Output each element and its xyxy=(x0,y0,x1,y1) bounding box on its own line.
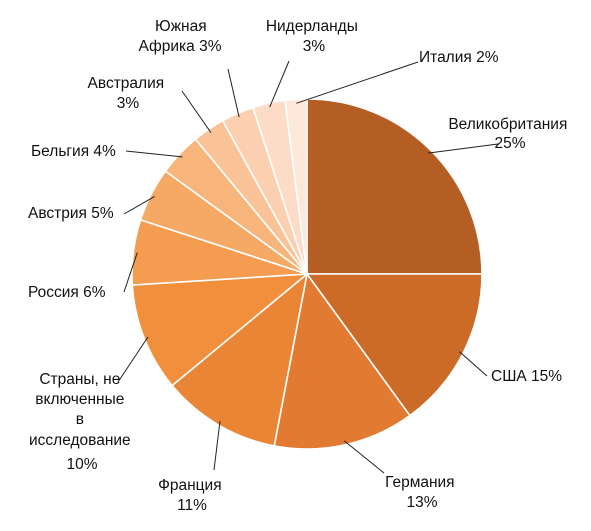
label-russia: Россия 6% xyxy=(28,284,106,301)
pie-slice-3 xyxy=(171,271,309,447)
pie-slice-2 xyxy=(273,272,411,450)
label-france: Франция 11% xyxy=(158,477,226,514)
label-uk: Великобритания 25% xyxy=(448,116,571,152)
leader-line-3 xyxy=(213,421,221,471)
pie-slice-4 xyxy=(131,273,310,387)
label-belgium: Бельгия 4% xyxy=(31,143,116,160)
leader-line-8 xyxy=(181,90,212,133)
leader-line-6 xyxy=(123,195,155,215)
leader-line-7 xyxy=(125,150,183,158)
pie-slice-1 xyxy=(305,273,483,417)
leader-line-1 xyxy=(459,351,488,377)
label-netherlands: Нидерланды 3% xyxy=(266,18,362,55)
leader-lines xyxy=(117,60,499,474)
label-other-countries: Страны, не включенные в исследование 10% xyxy=(29,371,135,473)
slice-labels: Великобритания 25% США 15% Германия 13% … xyxy=(28,18,571,514)
leader-line-0 xyxy=(427,143,499,154)
label-germany: Германия 13% xyxy=(385,474,459,511)
label-australia: Австралия 3% xyxy=(88,75,169,112)
label-austria: Австрия 5% xyxy=(28,205,114,222)
leader-line-9 xyxy=(227,68,240,118)
label-italy: Италия 2% xyxy=(419,49,499,66)
pie-slices xyxy=(131,98,483,450)
leader-line-5 xyxy=(123,252,138,293)
leader-line-4 xyxy=(117,336,149,383)
label-south-africa: Южная Африка 3% xyxy=(139,18,222,55)
label-usa: США 15% xyxy=(491,368,562,385)
pie-slice-0 xyxy=(306,98,483,275)
leader-line-2 xyxy=(343,440,385,474)
leader-line-10 xyxy=(269,60,290,108)
pie-slice-11 xyxy=(284,98,308,275)
leader-line-11 xyxy=(296,61,419,104)
